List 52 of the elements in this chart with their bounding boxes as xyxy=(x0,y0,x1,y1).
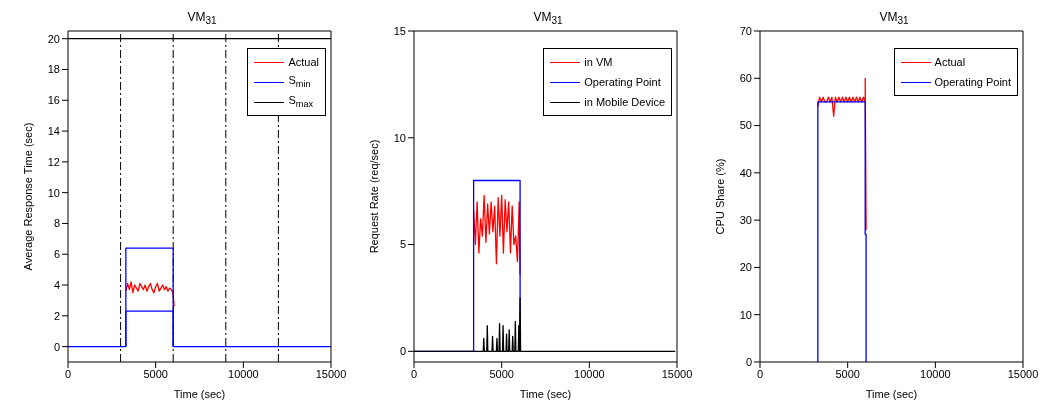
y-tick-label: 0 xyxy=(745,355,752,368)
x-tick-label: 15000 xyxy=(315,367,347,380)
y-tick-label: 10 xyxy=(47,186,60,199)
x-tick-label: 5000 xyxy=(835,367,860,380)
y-tick-label: 0 xyxy=(399,345,406,358)
legend-label: Operating Point xyxy=(934,76,1011,88)
x-tick-label: 5000 xyxy=(489,367,514,380)
y-tick-label: 10 xyxy=(393,131,406,144)
x-tick-label: 5000 xyxy=(143,367,168,380)
y-tick-label: 8 xyxy=(53,217,60,230)
y-tick-label: 60 xyxy=(739,72,752,85)
legend-label: S$_{min}$ xyxy=(288,74,311,90)
x-tick-label: 10000 xyxy=(574,367,605,380)
x-axis-title: Time (sec) xyxy=(173,388,226,400)
chart-title: VM$_{31}$ xyxy=(878,10,910,27)
y-tick-label: 18 xyxy=(47,63,60,76)
legend-label: in VM xyxy=(584,56,613,68)
chart-title: VM$_{31}$ xyxy=(186,10,218,27)
y-tick-label: 50 xyxy=(739,119,752,132)
x-tick-label: 10000 xyxy=(228,367,259,380)
y-tick-label: 70 xyxy=(739,24,752,37)
y-tick-label: 15 xyxy=(393,24,406,37)
legend-label: Actual xyxy=(934,56,966,68)
legend-label: Operating Point xyxy=(584,76,661,88)
y-tick-label: 6 xyxy=(53,248,60,261)
x-tick-label: 10000 xyxy=(920,367,951,380)
y-axis-title: CPU Share (%) xyxy=(713,158,726,235)
legend-label: S$_{max}$ xyxy=(288,94,314,110)
y-tick-label: 14 xyxy=(47,124,60,137)
legend-label: in Mobile Device xyxy=(584,96,665,108)
y-tick-label: 40 xyxy=(739,166,752,179)
y-axis-title: Average Response Time (sec) xyxy=(21,122,34,271)
y-tick-label: 4 xyxy=(53,278,60,291)
y-tick-label: 5 xyxy=(399,238,406,251)
x-tick-label: 15000 xyxy=(1007,367,1039,380)
y-tick-label: 30 xyxy=(739,214,752,227)
x-axis-title: Time (sec) xyxy=(519,388,572,400)
x-tick-label: 0 xyxy=(410,367,418,380)
x-tick-label: 15000 xyxy=(661,367,693,380)
x-tick-label: 0 xyxy=(756,367,764,380)
x-tick-label: 0 xyxy=(64,367,72,380)
y-tick-label: 20 xyxy=(739,261,752,274)
y-tick-label: 0 xyxy=(53,340,60,353)
y-tick-label: 2 xyxy=(53,309,60,322)
y-tick-label: 12 xyxy=(47,155,60,168)
chart-title: VM$_{31}$ xyxy=(532,10,564,27)
x-axis-title: Time (sec) xyxy=(865,388,918,400)
y-axis-title: Request Rate (req/sec) xyxy=(367,139,380,254)
y-tick-label: 16 xyxy=(47,94,60,107)
legend-label: Actual xyxy=(288,56,319,68)
y-tick-label: 20 xyxy=(47,32,60,45)
y-tick-label: 10 xyxy=(739,308,752,321)
